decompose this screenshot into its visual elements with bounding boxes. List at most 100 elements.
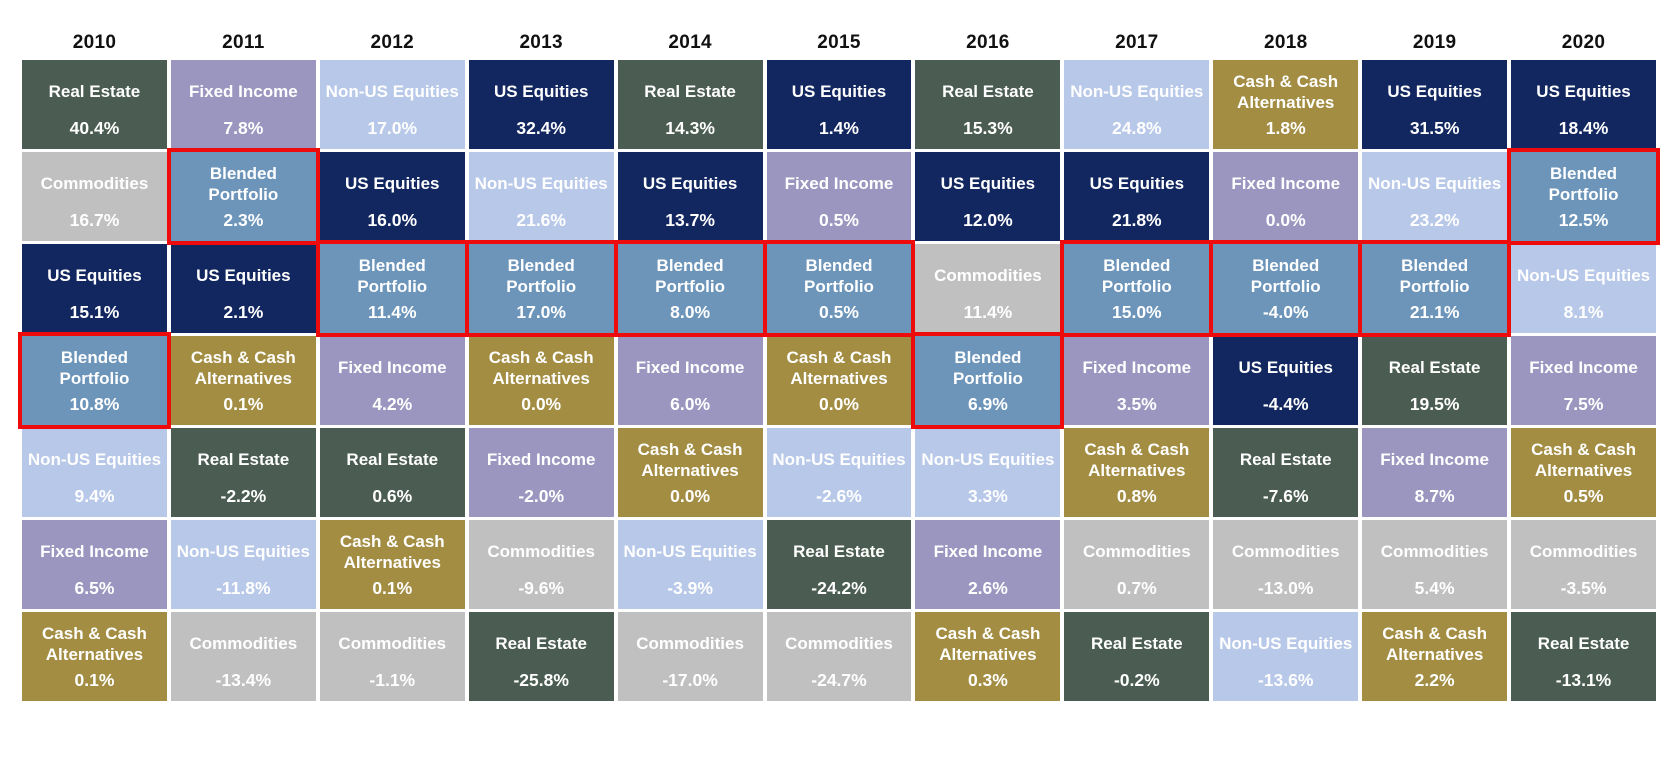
asset-cell-blended: Blended Portfolio 17.0%: [468, 244, 614, 333]
asset-return-value: 10.8%: [69, 394, 120, 414]
year-column: 2020 US Equities 18.4% Blended Portfolio…: [1511, 30, 1656, 776]
asset-return-value: -7.6%: [1262, 486, 1309, 506]
asset-cell-us_equities: US Equities 15.1%: [22, 244, 167, 333]
asset-label: Fixed Income: [1082, 358, 1192, 378]
asset-label: Non-US Equities: [772, 450, 906, 470]
asset-return-value: -13.4%: [215, 670, 272, 690]
asset-cell-fixed_income: Fixed Income 0.0%: [1213, 152, 1359, 241]
asset-cell-us_equities: US Equities 2.1%: [170, 244, 316, 333]
year-cells: Real Estate 40.4% Commodities 16.7% US E…: [22, 60, 167, 701]
asset-label: Fixed Income: [189, 82, 298, 102]
year-column: 2012 Non-US Equities 17.0% US Equities 1…: [319, 30, 465, 776]
asset-label: Non-US Equities: [27, 450, 162, 470]
asset-return-value: 13.7%: [665, 210, 715, 230]
asset-return-value: 32.4%: [516, 118, 566, 138]
asset-cell-blended: Blended Portfolio 8.0%: [617, 244, 763, 333]
asset-label: Commodities: [487, 542, 596, 562]
year-cells: Non-US Equities 24.8% US Equities 21.8% …: [1064, 60, 1210, 701]
asset-cell-cash: Cash & Cash Alternatives 0.1%: [170, 336, 316, 425]
asset-return-value: 1.8%: [1265, 118, 1306, 138]
asset-label: Cash & Cash Alternatives: [1531, 440, 1636, 480]
asset-cell-real_estate: Real Estate 0.6%: [319, 428, 465, 517]
asset-label: Blended Portfolio: [357, 256, 428, 296]
asset-cell-blended: Blended Portfolio -4.0%: [1213, 244, 1359, 333]
asset-cell-non_us_equities: Non-US Equities 17.0%: [319, 60, 465, 149]
asset-return-value: 0.0%: [819, 394, 859, 414]
asset-cell-blended: Blended Portfolio 15.0%: [1064, 244, 1210, 333]
asset-label: Cash & Cash Alternatives: [786, 348, 892, 388]
asset-label: Fixed Income: [635, 358, 745, 378]
asset-return-value: 0.5%: [819, 302, 859, 322]
year-cells: Cash & Cash Alternatives 1.8% Fixed Inco…: [1213, 60, 1359, 701]
asset-label: Non-US Equities: [325, 82, 459, 102]
asset-label: Non-US Equities: [1516, 266, 1651, 286]
asset-cell-cash: Cash & Cash Alternatives 0.3%: [915, 612, 1061, 701]
asset-label: Non-US Equities: [176, 542, 310, 562]
asset-label: Commodities: [40, 174, 149, 194]
asset-return-value: 3.5%: [1116, 394, 1157, 414]
asset-label: Blended Portfolio: [59, 348, 130, 388]
year-header: 2015: [817, 32, 861, 53]
year-cells: US Equities 18.4% Blended Portfolio 12.5…: [1511, 60, 1656, 701]
asset-cell-fixed_income: Fixed Income 4.2%: [319, 336, 465, 425]
year-header: 2016: [966, 32, 1010, 53]
asset-return-value: 8.0%: [670, 302, 711, 322]
asset-cell-fixed_income: Fixed Income 0.5%: [766, 152, 912, 241]
asset-return-value: 16.0%: [367, 210, 418, 230]
asset-return-value: -2.6%: [816, 486, 862, 506]
asset-return-value: 21.1%: [1409, 302, 1460, 322]
asset-label: Commodities: [1380, 542, 1489, 562]
asset-cell-us_equities: US Equities 32.4%: [468, 60, 614, 149]
asset-return-value: 15.0%: [1112, 302, 1162, 322]
year-column: 2017 Non-US Equities 24.8% US Equities 2…: [1064, 30, 1210, 776]
asset-cell-fixed_income: Fixed Income 3.5%: [1064, 336, 1210, 425]
asset-cell-non_us_equities: Non-US Equities -11.8%: [170, 520, 316, 609]
asset-cell-real_estate: Real Estate -13.1%: [1511, 612, 1656, 701]
asset-label: Real Estate: [1090, 634, 1183, 654]
asset-label: Cash & Cash Alternatives: [339, 532, 445, 572]
asset-cell-commodities: Commodities 11.4%: [915, 244, 1061, 333]
asset-cell-real_estate: Real Estate -24.2%: [766, 520, 912, 609]
asset-return-value: -2.0%: [518, 486, 565, 506]
asset-label: Fixed Income: [1231, 174, 1341, 194]
asset-return-value: 2.2%: [1414, 670, 1455, 690]
asset-label: Blended Portfolio: [1101, 256, 1172, 296]
year-column: 2016 Real Estate 15.3% US Equities 12.0%…: [915, 30, 1061, 776]
year-header: 2020: [1561, 32, 1606, 53]
asset-return-value: 19.5%: [1409, 394, 1460, 414]
asset-cell-real_estate: Real Estate -7.6%: [1213, 428, 1359, 517]
asset-label: Fixed Income: [40, 542, 149, 562]
asset-label: US Equities: [642, 174, 738, 194]
asset-label: Blended Portfolio: [208, 164, 279, 204]
asset-label: Cash & Cash Alternatives: [1233, 72, 1339, 112]
asset-label: US Equities: [196, 266, 291, 286]
asset-return-value: 0.8%: [1116, 486, 1157, 506]
asset-return-value: 18.4%: [1558, 118, 1609, 138]
asset-cell-us_equities: US Equities 12.0%: [915, 152, 1061, 241]
asset-cell-non_us_equities: Non-US Equities 21.6%: [468, 152, 614, 241]
year-header: 2018: [1263, 32, 1308, 53]
asset-label: Fixed Income: [933, 542, 1043, 562]
asset-return-value: 4.2%: [372, 394, 413, 414]
asset-label: Non-US Equities: [1070, 82, 1204, 102]
asset-cell-real_estate: Real Estate 14.3%: [617, 60, 763, 149]
asset-return-value: 6.5%: [74, 578, 115, 598]
asset-return-value: 6.9%: [967, 394, 1008, 414]
asset-cell-cash: Cash & Cash Alternatives 0.1%: [319, 520, 465, 609]
asset-return-value: 7.5%: [1563, 394, 1604, 414]
asset-return-value: 40.4%: [69, 118, 120, 138]
asset-cell-cash: Cash & Cash Alternatives 0.5%: [1511, 428, 1656, 517]
asset-return-value: -3.9%: [667, 578, 713, 598]
asset-label: Fixed Income: [486, 450, 596, 470]
asset-return-value: 1.4%: [819, 118, 859, 138]
asset-return-value: 6.0%: [670, 394, 711, 414]
asset-return-value: 0.0%: [670, 486, 711, 506]
asset-label: Blended Portfolio: [804, 256, 874, 296]
asset-return-value: 0.1%: [372, 578, 413, 598]
asset-cell-real_estate: Real Estate -0.2%: [1064, 612, 1210, 701]
asset-return-value: 15.1%: [69, 302, 120, 322]
asset-cell-non_us_equities: Non-US Equities 3.3%: [915, 428, 1061, 517]
asset-cell-us_equities: US Equities -4.4%: [1213, 336, 1359, 425]
asset-cell-real_estate: Real Estate 15.3%: [915, 60, 1061, 149]
asset-label: US Equities: [1387, 82, 1482, 102]
